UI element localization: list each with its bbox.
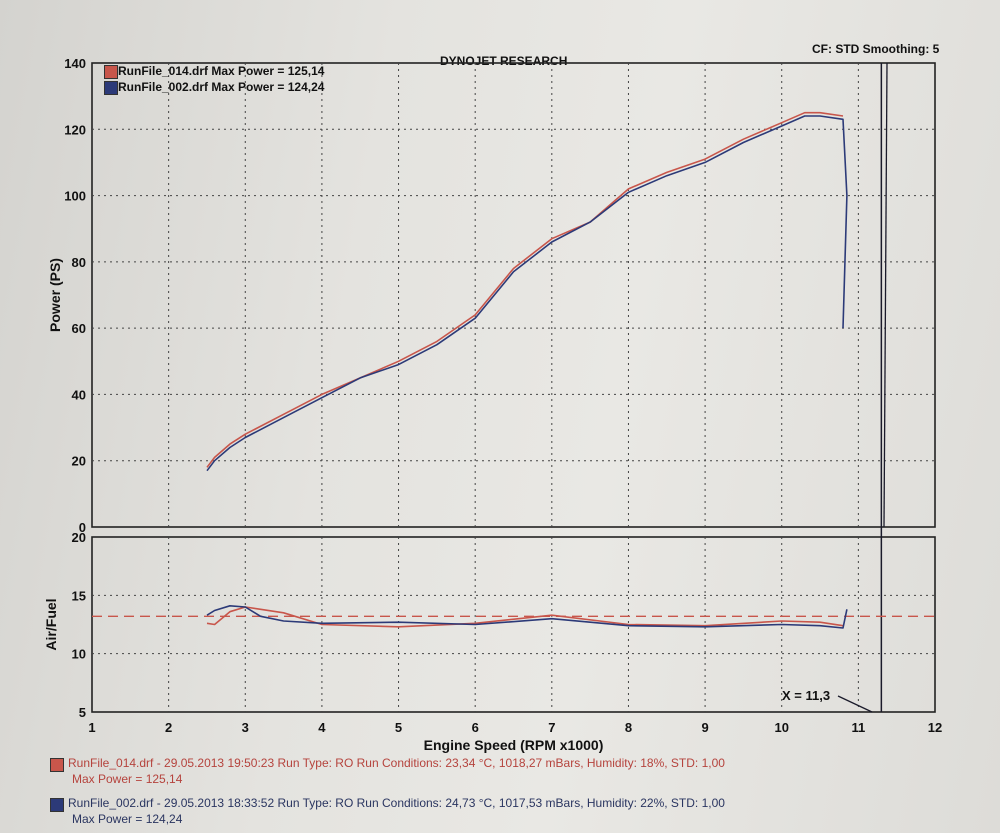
x-tick-label: 7 bbox=[548, 720, 555, 735]
footer-swatch-run1 bbox=[50, 758, 64, 772]
legend-item-run2: RunFile_002.drf Max Power = 124,24 bbox=[118, 80, 325, 94]
footer-run2-maxpower: Max Power = 124,24 bbox=[72, 812, 183, 826]
x-tick-label: 6 bbox=[472, 720, 479, 735]
x-tick-label: 4 bbox=[318, 720, 326, 735]
power-y-tick-label: 40 bbox=[72, 387, 86, 402]
afr-series-line-1 bbox=[206, 606, 844, 628]
x-tick-label: 3 bbox=[242, 720, 249, 735]
x-marker-annotation: X = 11,3 bbox=[782, 688, 830, 703]
footer-run1-maxpower: Max Power = 125,14 bbox=[72, 772, 183, 786]
x-marker-pointer bbox=[837, 695, 873, 713]
footer-swatch-run2 bbox=[50, 798, 64, 812]
power-y-tick-label: 80 bbox=[72, 255, 86, 270]
power-frame bbox=[91, 62, 936, 528]
power-y-tick-label: 100 bbox=[64, 189, 86, 204]
power-series bbox=[206, 62, 888, 712]
afr-y-tick-label: 5 bbox=[79, 705, 86, 720]
power-y-axis-label: Power (PS) bbox=[47, 258, 63, 332]
x-tick-label: 9 bbox=[701, 720, 708, 735]
x-tick-label: 5 bbox=[395, 720, 402, 735]
settings-label: CF: STD Smoothing: 5 bbox=[812, 42, 940, 56]
afr-y-tick-label: 10 bbox=[72, 647, 86, 662]
pen-marker-line bbox=[883, 62, 888, 528]
legend-item-run1: RunFile_014.drf Max Power = 125,14 bbox=[118, 64, 325, 78]
power-series-line-2 bbox=[206, 115, 848, 472]
x-axis-label: Engine Speed (RPM x1000) bbox=[424, 737, 604, 753]
power-y-tick-label: 20 bbox=[72, 454, 86, 469]
power-grid bbox=[91, 62, 936, 528]
afr-y-tick-label: 15 bbox=[72, 588, 86, 603]
x-tick-label: 1 bbox=[88, 720, 95, 735]
afr-frame bbox=[91, 536, 936, 713]
power-series-line-1 bbox=[206, 111, 844, 468]
axis-labels: 1 2 3 4 5 6 7 8 9 10 11 120204060801001201405101520… bbox=[43, 56, 942, 753]
x-tick-label: 11 bbox=[851, 720, 865, 735]
legend-swatch-run1 bbox=[104, 65, 118, 79]
afr-y-axis-label: Air/Fuel bbox=[43, 598, 59, 650]
power-y-tick-label: 120 bbox=[64, 122, 86, 137]
afr-series bbox=[92, 604, 935, 629]
footer-run1-info: RunFile_014.drf - 29.05.2013 19:50:23 Ru… bbox=[68, 756, 725, 770]
chart-title: DYNOJET RESEARCH bbox=[440, 54, 568, 68]
x-tick-label: 2 bbox=[165, 720, 172, 735]
power-y-tick-label: 60 bbox=[72, 321, 86, 336]
afr-y-tick-label: 20 bbox=[72, 530, 86, 545]
legend-swatch-run2 bbox=[104, 81, 118, 95]
x-tick-label: 12 bbox=[928, 720, 942, 735]
x-tick-label: 10 bbox=[774, 720, 788, 735]
power-y-tick-label: 140 bbox=[64, 56, 86, 71]
x-tick-label: 8 bbox=[625, 720, 632, 735]
footer-run2-info: RunFile_002.drf - 29.05.2013 18:33:52 Ru… bbox=[68, 796, 725, 810]
afr-series-line-2 bbox=[206, 604, 848, 629]
power-y-tick-label: 0 bbox=[79, 520, 86, 535]
afr-grid bbox=[91, 536, 936, 713]
